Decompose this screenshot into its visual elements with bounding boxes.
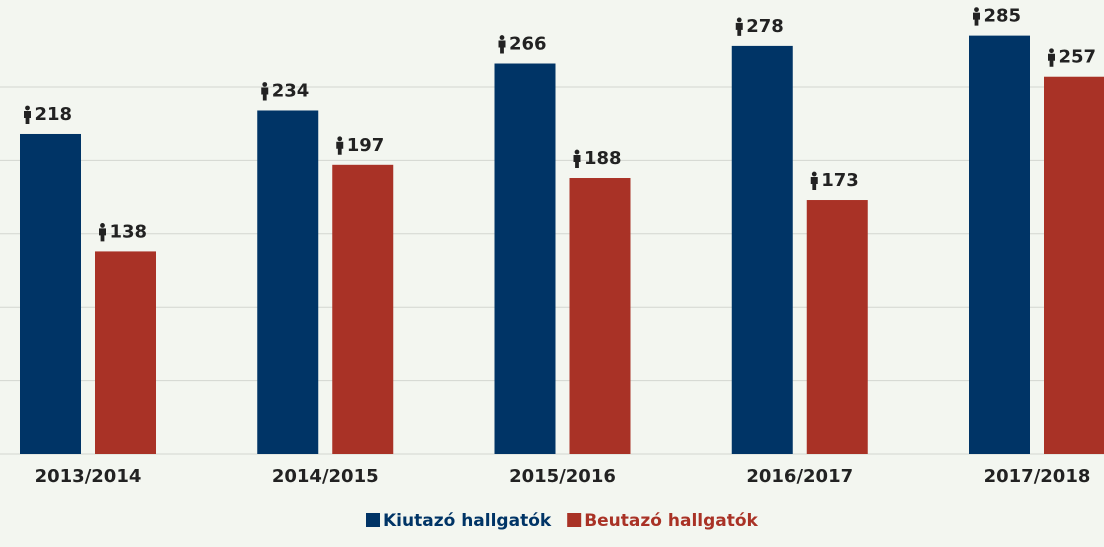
icon-body — [99, 228, 106, 242]
legend-swatch — [366, 513, 380, 527]
person-icon — [810, 171, 818, 191]
value-label: 285 — [984, 6, 1022, 27]
x-tick-label: 2013/2014 — [35, 466, 142, 487]
legend-label: Kiutazó hallgatók — [383, 511, 552, 531]
legend-label: Beutazó hallgatók — [584, 511, 758, 531]
value-label: 188 — [584, 148, 622, 169]
icon-body — [24, 110, 31, 124]
icon-body — [735, 22, 743, 36]
icon-body — [498, 40, 506, 54]
person-icon — [24, 105, 31, 124]
icon-body — [573, 155, 581, 169]
bar — [731, 45, 793, 455]
icon-head — [1049, 48, 1054, 54]
x-tick-label: 2015/2016 — [509, 466, 616, 487]
icon-head — [25, 105, 30, 111]
bar — [257, 110, 319, 454]
person-icon — [99, 223, 106, 242]
icon-head — [811, 171, 817, 177]
icon-head — [100, 223, 105, 228]
value-label: 257 — [1059, 47, 1097, 68]
x-tick-label: 2017/2018 — [984, 466, 1091, 487]
bar — [1044, 76, 1104, 454]
icon-head — [337, 136, 343, 142]
value-label: 266 — [509, 34, 547, 55]
icon-body — [336, 141, 344, 155]
value-label: 234 — [272, 80, 310, 101]
bar — [332, 164, 394, 454]
person-icon — [498, 35, 506, 54]
bar — [969, 35, 1030, 455]
icon-head — [574, 149, 580, 155]
x-tick-label: 2016/2017 — [746, 466, 853, 487]
icon-body — [810, 177, 818, 191]
bar — [569, 178, 631, 455]
icon-head — [499, 35, 505, 40]
icon-head — [974, 7, 979, 13]
legend-swatch — [567, 513, 582, 527]
person-icon — [735, 17, 743, 36]
bar — [806, 200, 868, 454]
icon-body — [973, 12, 980, 26]
bar — [95, 251, 156, 454]
value-label: 197 — [347, 135, 385, 156]
bar — [20, 133, 81, 454]
value-label: 138 — [110, 221, 148, 242]
person-icon — [261, 82, 269, 101]
icon-body — [1048, 53, 1055, 67]
value-label: 218 — [35, 104, 73, 125]
person-icon — [1048, 48, 1055, 67]
person-icon — [573, 149, 581, 169]
person-icon — [336, 136, 344, 155]
value-label: 278 — [746, 16, 784, 37]
icon-head — [262, 82, 268, 87]
bar — [494, 63, 556, 455]
icon-body — [261, 87, 269, 101]
value-label: 173 — [821, 170, 859, 191]
x-tick-label: 2014/2015 — [272, 466, 379, 487]
person-icon — [973, 7, 980, 26]
icon-head — [736, 17, 742, 23]
